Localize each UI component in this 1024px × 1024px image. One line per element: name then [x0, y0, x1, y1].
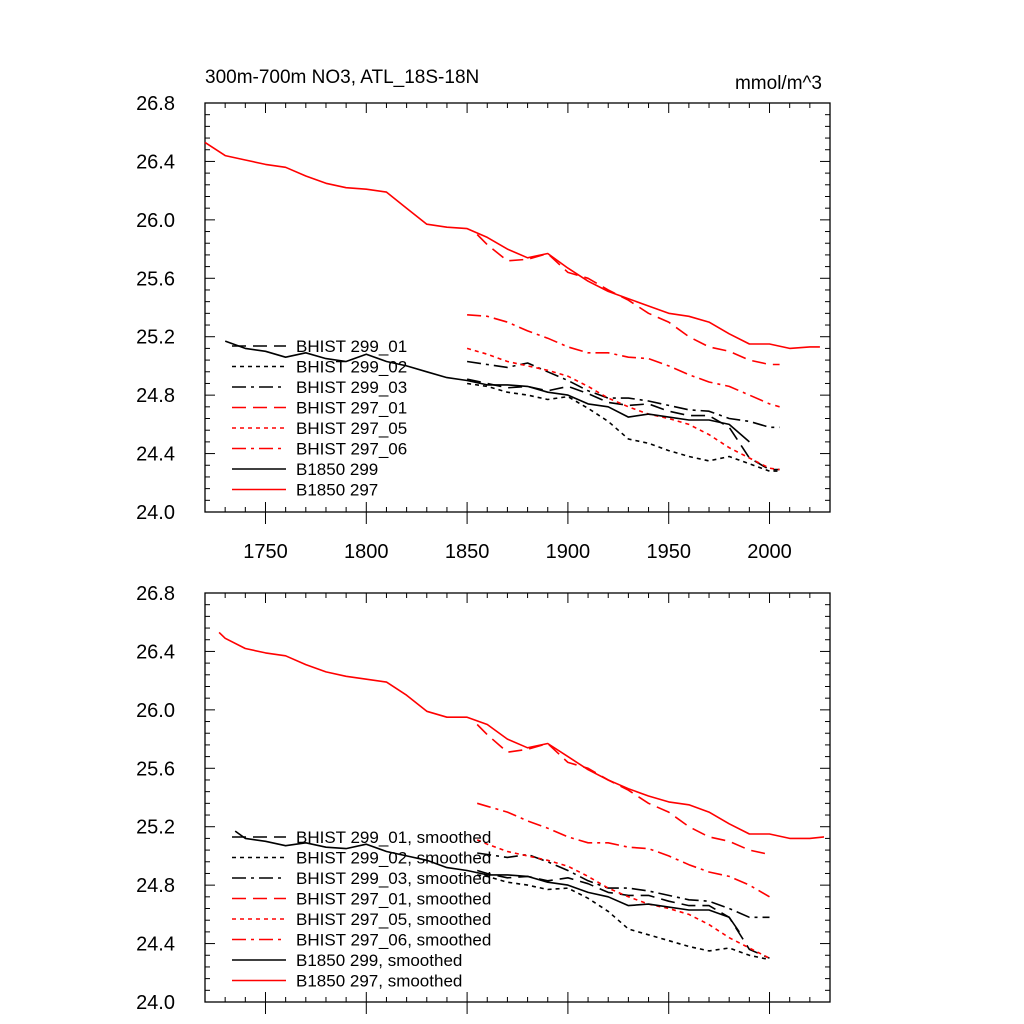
plot-frame: [204, 592, 831, 1003]
y-tick-label: 26.0: [136, 700, 175, 722]
legend-label: BHIST 299_02, smoothed: [296, 849, 491, 868]
y-tick-label: 24.8: [136, 875, 175, 897]
y-tick-label: 24.4: [136, 444, 175, 466]
series-line-4: [476, 723, 770, 856]
legend-label: BHIST 297_01: [296, 399, 407, 418]
series-line-6: [476, 802, 770, 898]
y-tick-label: 24.0: [136, 502, 175, 524]
y-tick-label: 25.6: [136, 268, 175, 290]
units-label: mmol/m^3: [735, 73, 822, 94]
series-line-3: [466, 360, 780, 429]
legend-label: BHIST 297_01, smoothed: [296, 890, 491, 909]
chart-title: 300m-700m NO3, ATL_18S-18N: [205, 67, 479, 88]
series-line-8: [204, 141, 820, 350]
y-tick-label: 26.0: [136, 210, 175, 232]
y-tick-label: 25.6: [136, 758, 175, 780]
bottom-panel: 24.0 24.4 24.8 25.2 25.6 26.0 26.4 26.8 BHIST 29…: [136, 583, 831, 1014]
y-tick-label: 24.0: [136, 992, 175, 1014]
legend-label: BHIST 299_03, smoothed: [296, 869, 491, 888]
legend-label: BHIST 297_05: [296, 419, 407, 438]
series-line-5: [466, 347, 780, 471]
series-line-6: [467, 314, 780, 408]
top-panel: 24.0 24.4 24.8 25.2 25.6 26.0 26.4 26.8 1750 1800…: [136, 67, 831, 563]
series-line-7: [224, 340, 750, 443]
series-line-7: [234, 830, 740, 933]
series-line-8: [218, 631, 825, 840]
y-tick-label: 26.4: [136, 641, 175, 663]
series-line-2: [466, 382, 780, 472]
legend-label: BHIST 297_06, smoothed: [296, 931, 491, 950]
x-tick-label: 1750: [243, 541, 288, 563]
y-tick-label: 26.8: [136, 93, 175, 115]
y-tick-label: 25.2: [136, 817, 175, 839]
legend-label: BHIST 297_05, smoothed: [296, 910, 491, 929]
series-line-4: [476, 233, 780, 366]
legend-label: BHIST 299_01: [296, 337, 407, 356]
plot-frame: [204, 102, 831, 513]
legend-label: B1850 299: [296, 460, 378, 479]
x-tick-label: 1900: [546, 541, 591, 563]
series-line-1: [466, 378, 780, 471]
y-tick-label: 24.8: [136, 385, 175, 407]
legend-label: BHIST 299_02: [296, 358, 407, 377]
x-tick-label: 1850: [445, 541, 490, 563]
y-tick-label: 26.8: [136, 583, 175, 605]
legend-label: B1850 297: [296, 481, 378, 500]
x-tick-label: 1950: [646, 541, 691, 563]
legend-label: B1850 297, smoothed: [296, 972, 462, 991]
y-tick-label: 26.4: [136, 151, 175, 173]
legend-label: BHIST 299_03: [296, 378, 407, 397]
series-line-5: [476, 839, 770, 959]
legend-label: BHIST 299_01, smoothed: [296, 828, 491, 847]
series-line-1: [476, 869, 770, 959]
y-tick-label: 24.4: [136, 934, 175, 956]
legend-label: B1850 299, smoothed: [296, 951, 462, 970]
y-tick-label: 25.2: [136, 327, 175, 349]
x-tick-label: 1800: [344, 541, 389, 563]
legend-label: BHIST 297_06: [296, 440, 407, 459]
series-line-3: [477, 852, 770, 919]
x-tick-label: 2000: [747, 541, 792, 563]
series-line-2: [477, 874, 770, 961]
